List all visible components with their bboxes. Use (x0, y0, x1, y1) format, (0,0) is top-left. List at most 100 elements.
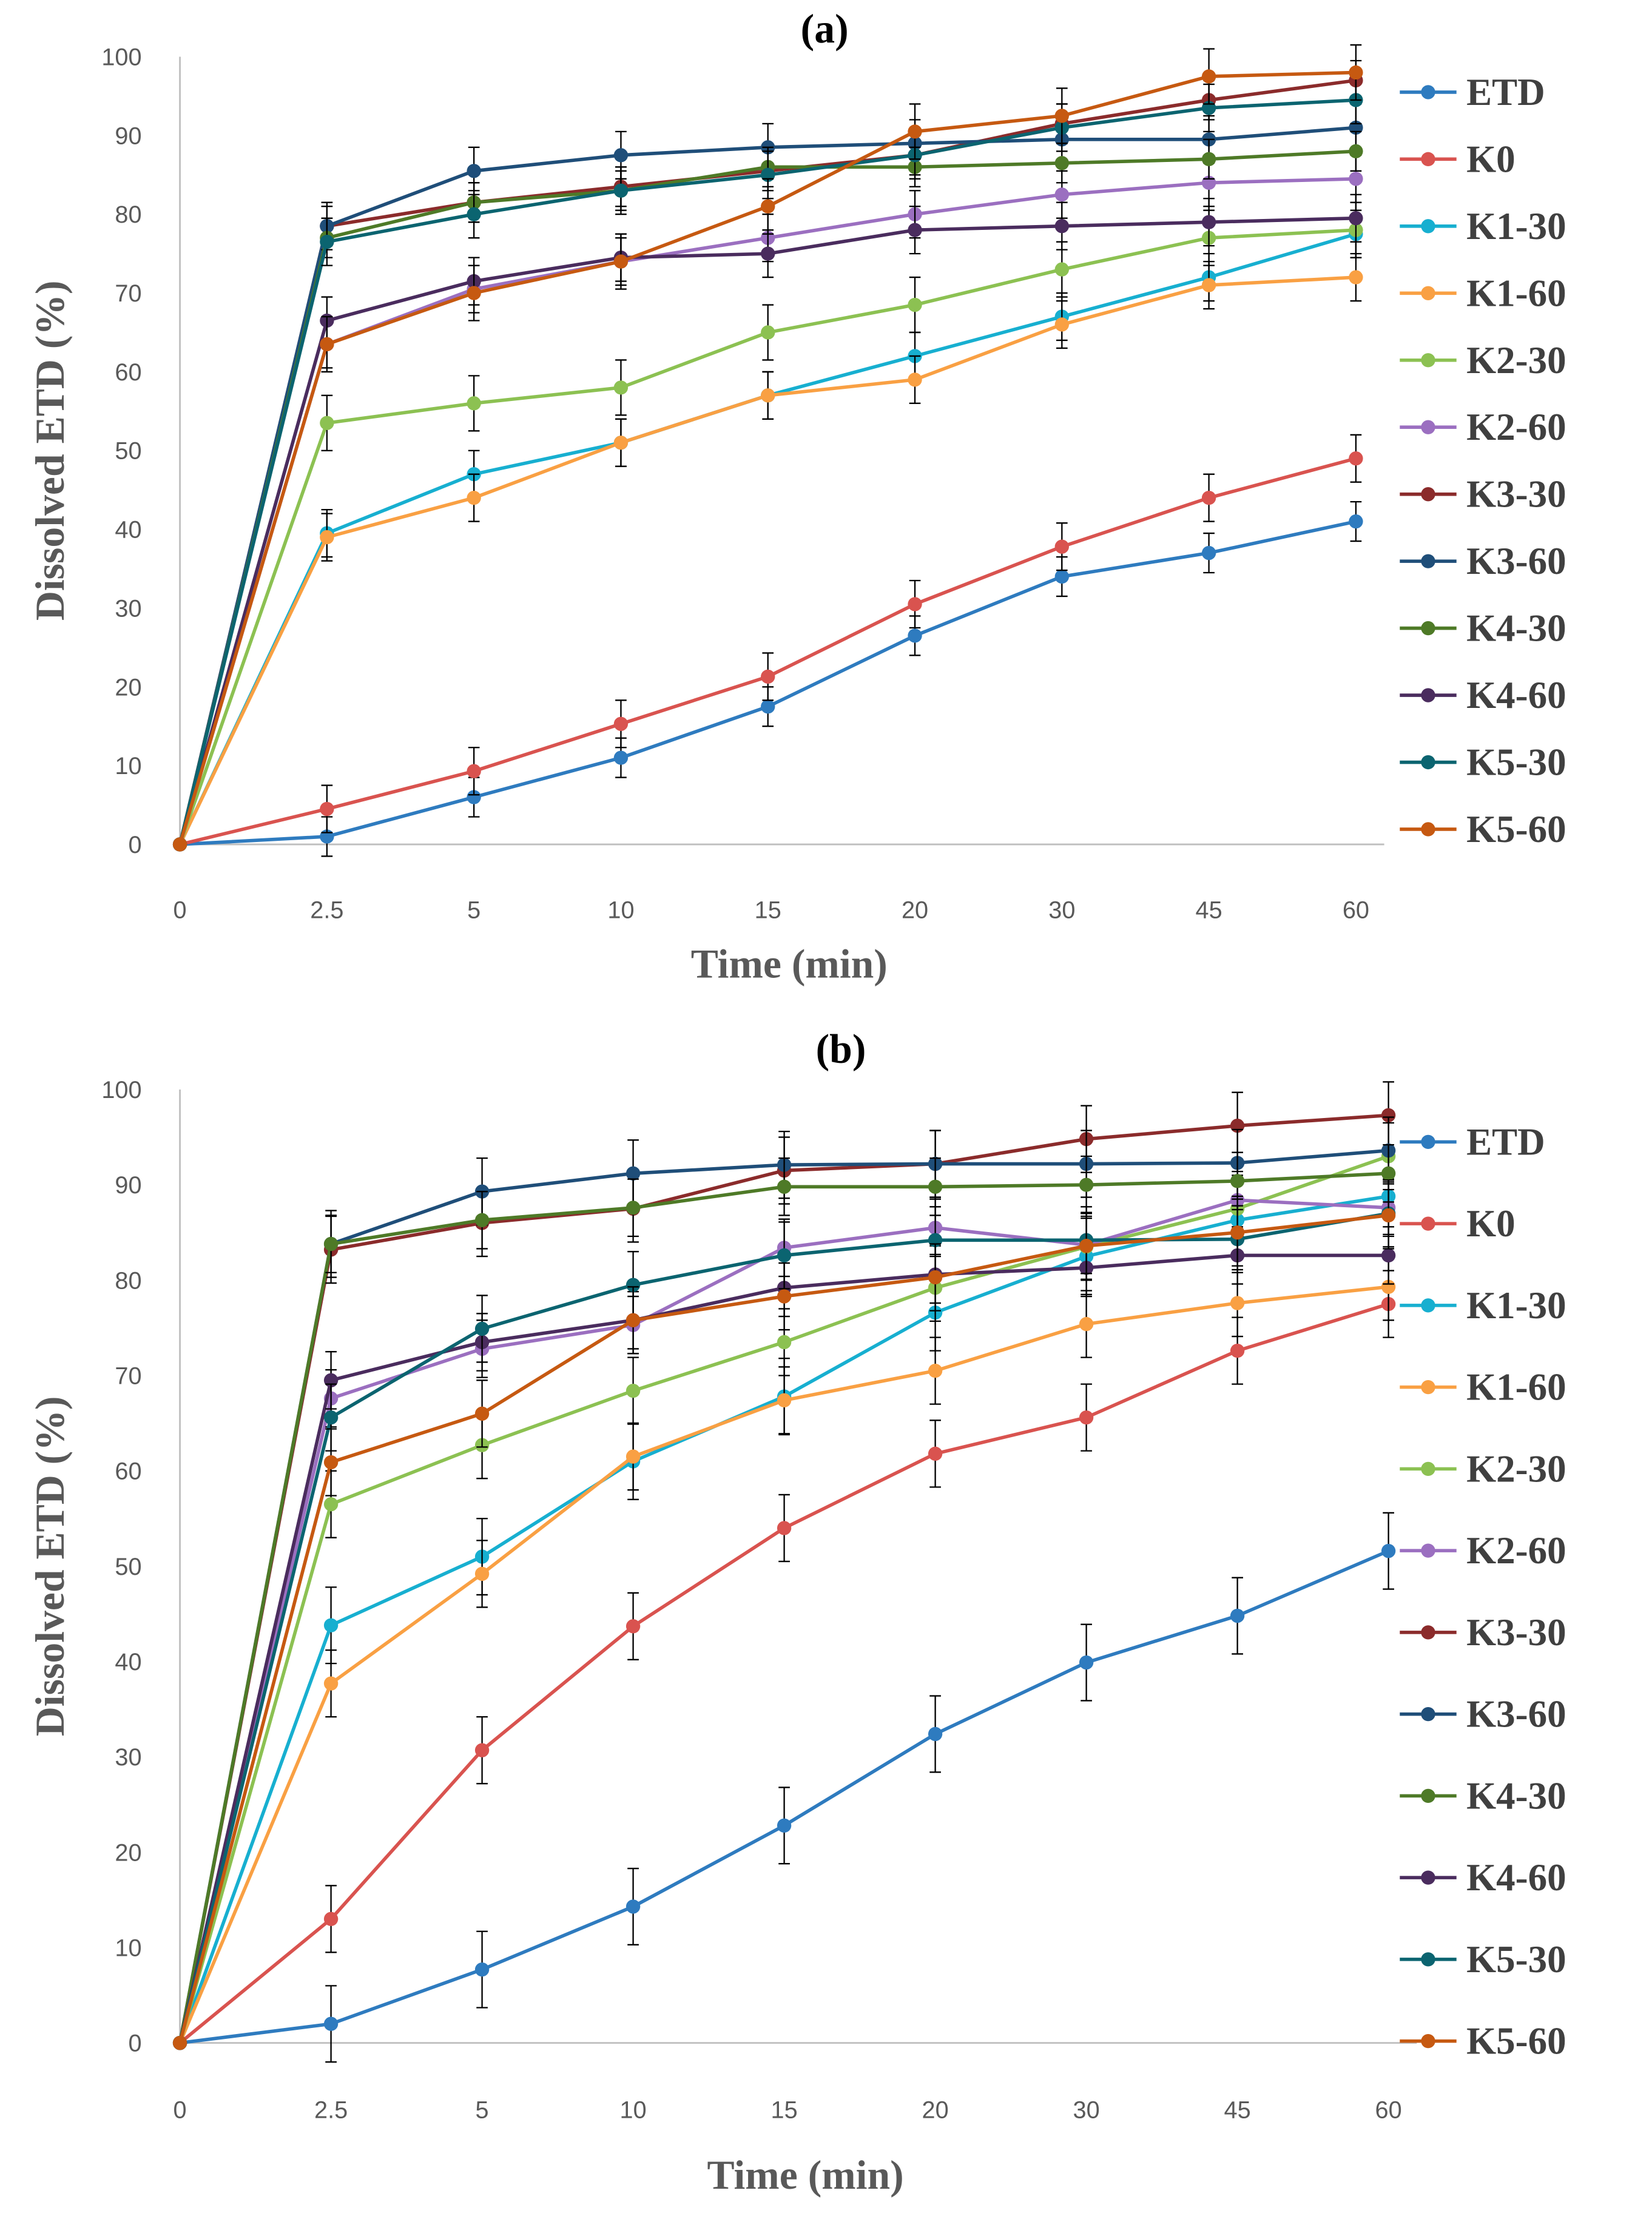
legend-label: ETD (1466, 1120, 1545, 1163)
data-point (474, 1406, 490, 1421)
x-tick-label: 30 (1073, 2097, 1100, 2123)
data-point (320, 337, 334, 352)
data-point (1381, 1208, 1396, 1223)
data-point (1079, 1655, 1094, 1670)
data-point (613, 750, 629, 765)
y-axis-label: Dissolved ETD (%) (27, 280, 73, 621)
data-point (467, 286, 481, 300)
data-point (613, 148, 629, 163)
data-point (1201, 215, 1216, 229)
legend-label: K1-60 (1466, 1366, 1566, 1409)
data-point (467, 396, 481, 411)
series-etd (172, 1512, 1396, 2063)
y-tick-label: 90 (115, 123, 141, 149)
series-line (178, 177, 1356, 845)
legend-label: K1-60 (1466, 272, 1566, 314)
data-point (1201, 152, 1216, 166)
legend-marker (1421, 621, 1435, 636)
data-point (1349, 65, 1363, 80)
data-point (1230, 1174, 1245, 1188)
data-point (761, 246, 775, 261)
data-point (1054, 187, 1070, 202)
legend-marker (1421, 1543, 1435, 1558)
legend-item-k4-30: K4-30 (1400, 1774, 1566, 1817)
legend-label: ETD (1466, 71, 1545, 113)
chart-panel-a: (a) 0 10 20 30 40 50 60 70 80 90 100 0 2.5 5 10 15 20 30 45… (27, 6, 1566, 986)
data-point (172, 2035, 187, 2050)
legend-item-k3-60: K3-60 (1400, 1693, 1566, 1736)
data-point (474, 1321, 490, 1336)
data-point (474, 1743, 490, 1757)
data-point (908, 628, 922, 643)
x-tick-label: 5 (467, 897, 480, 923)
x-tick-label: 45 (1224, 2097, 1251, 2123)
legend-label: K4-60 (1466, 1856, 1566, 1899)
legend-marker (1421, 1706, 1435, 1722)
data-point (320, 416, 334, 430)
data-point (928, 1179, 943, 1194)
data-point (908, 372, 922, 387)
data-point (1230, 1343, 1245, 1358)
data-point (323, 2016, 339, 2031)
data-point (777, 1289, 792, 1304)
data-point (625, 1166, 641, 1181)
legend-marker (1421, 1379, 1435, 1395)
data-point (761, 199, 775, 214)
legend-label: K2-30 (1466, 1447, 1566, 1490)
series-k0 (172, 434, 1363, 852)
data-point (625, 1201, 641, 1215)
legend-marker (1421, 688, 1435, 702)
legend-marker (1421, 152, 1435, 167)
legend-item-k1-30: K1-30 (1400, 205, 1566, 248)
y-tick-label: 50 (115, 1554, 141, 1580)
y-tick-label: 30 (115, 1744, 141, 1771)
legend-item-k1-60: K1-60 (1400, 272, 1566, 314)
x-tick-label: 2.5 (314, 2097, 348, 2123)
data-point (323, 1455, 339, 1470)
legend-label: K1-30 (1466, 1284, 1566, 1327)
data-point (1054, 317, 1070, 332)
data-point (1054, 109, 1070, 123)
data-point (1201, 278, 1216, 292)
y-tick-label: 0 (128, 832, 141, 858)
data-point (625, 1449, 641, 1464)
data-point (777, 1179, 792, 1194)
data-point (777, 1393, 792, 1408)
data-point (1349, 172, 1363, 186)
y-tick-label: 20 (115, 1839, 141, 1866)
legend-marker (1421, 286, 1435, 300)
legend-label: K5-60 (1466, 2020, 1566, 2063)
legend-label: K1-30 (1466, 205, 1566, 248)
x-tick-label: 60 (1343, 897, 1369, 923)
series-k2-30 (172, 201, 1363, 852)
legend-item-k4-60: K4-60 (1400, 1856, 1566, 1899)
data-point (323, 1618, 339, 1632)
legend-marker (1421, 1952, 1435, 1967)
data-point (613, 436, 629, 450)
data-point (1349, 144, 1363, 159)
data-point (908, 297, 922, 312)
data-point (320, 530, 334, 545)
legend-item-k2-30: K2-30 (1400, 339, 1566, 382)
data-point (928, 1363, 943, 1378)
data-point (474, 1962, 490, 1977)
data-point (777, 1335, 792, 1350)
data-point (1054, 262, 1070, 277)
series-k1-60 (172, 1253, 1396, 2050)
x-tick-label: 10 (607, 897, 634, 923)
legend-marker (1421, 487, 1435, 502)
data-point (1381, 1108, 1396, 1123)
data-point (761, 669, 775, 684)
legend-item-k4-30: K4-30 (1400, 607, 1566, 650)
legend-marker (1421, 554, 1435, 568)
data-point (908, 223, 922, 237)
legend-item-k5-30: K5-30 (1400, 1938, 1566, 1981)
data-point (323, 1912, 339, 1927)
data-point (613, 380, 629, 395)
data-point (625, 1899, 641, 1914)
data-point (761, 388, 775, 403)
x-axis-label: Time (min) (691, 941, 888, 986)
legend-item-k5-60: K5-60 (1400, 808, 1566, 851)
x-tick-label: 45 (1196, 897, 1222, 923)
legend-marker (1421, 219, 1435, 234)
